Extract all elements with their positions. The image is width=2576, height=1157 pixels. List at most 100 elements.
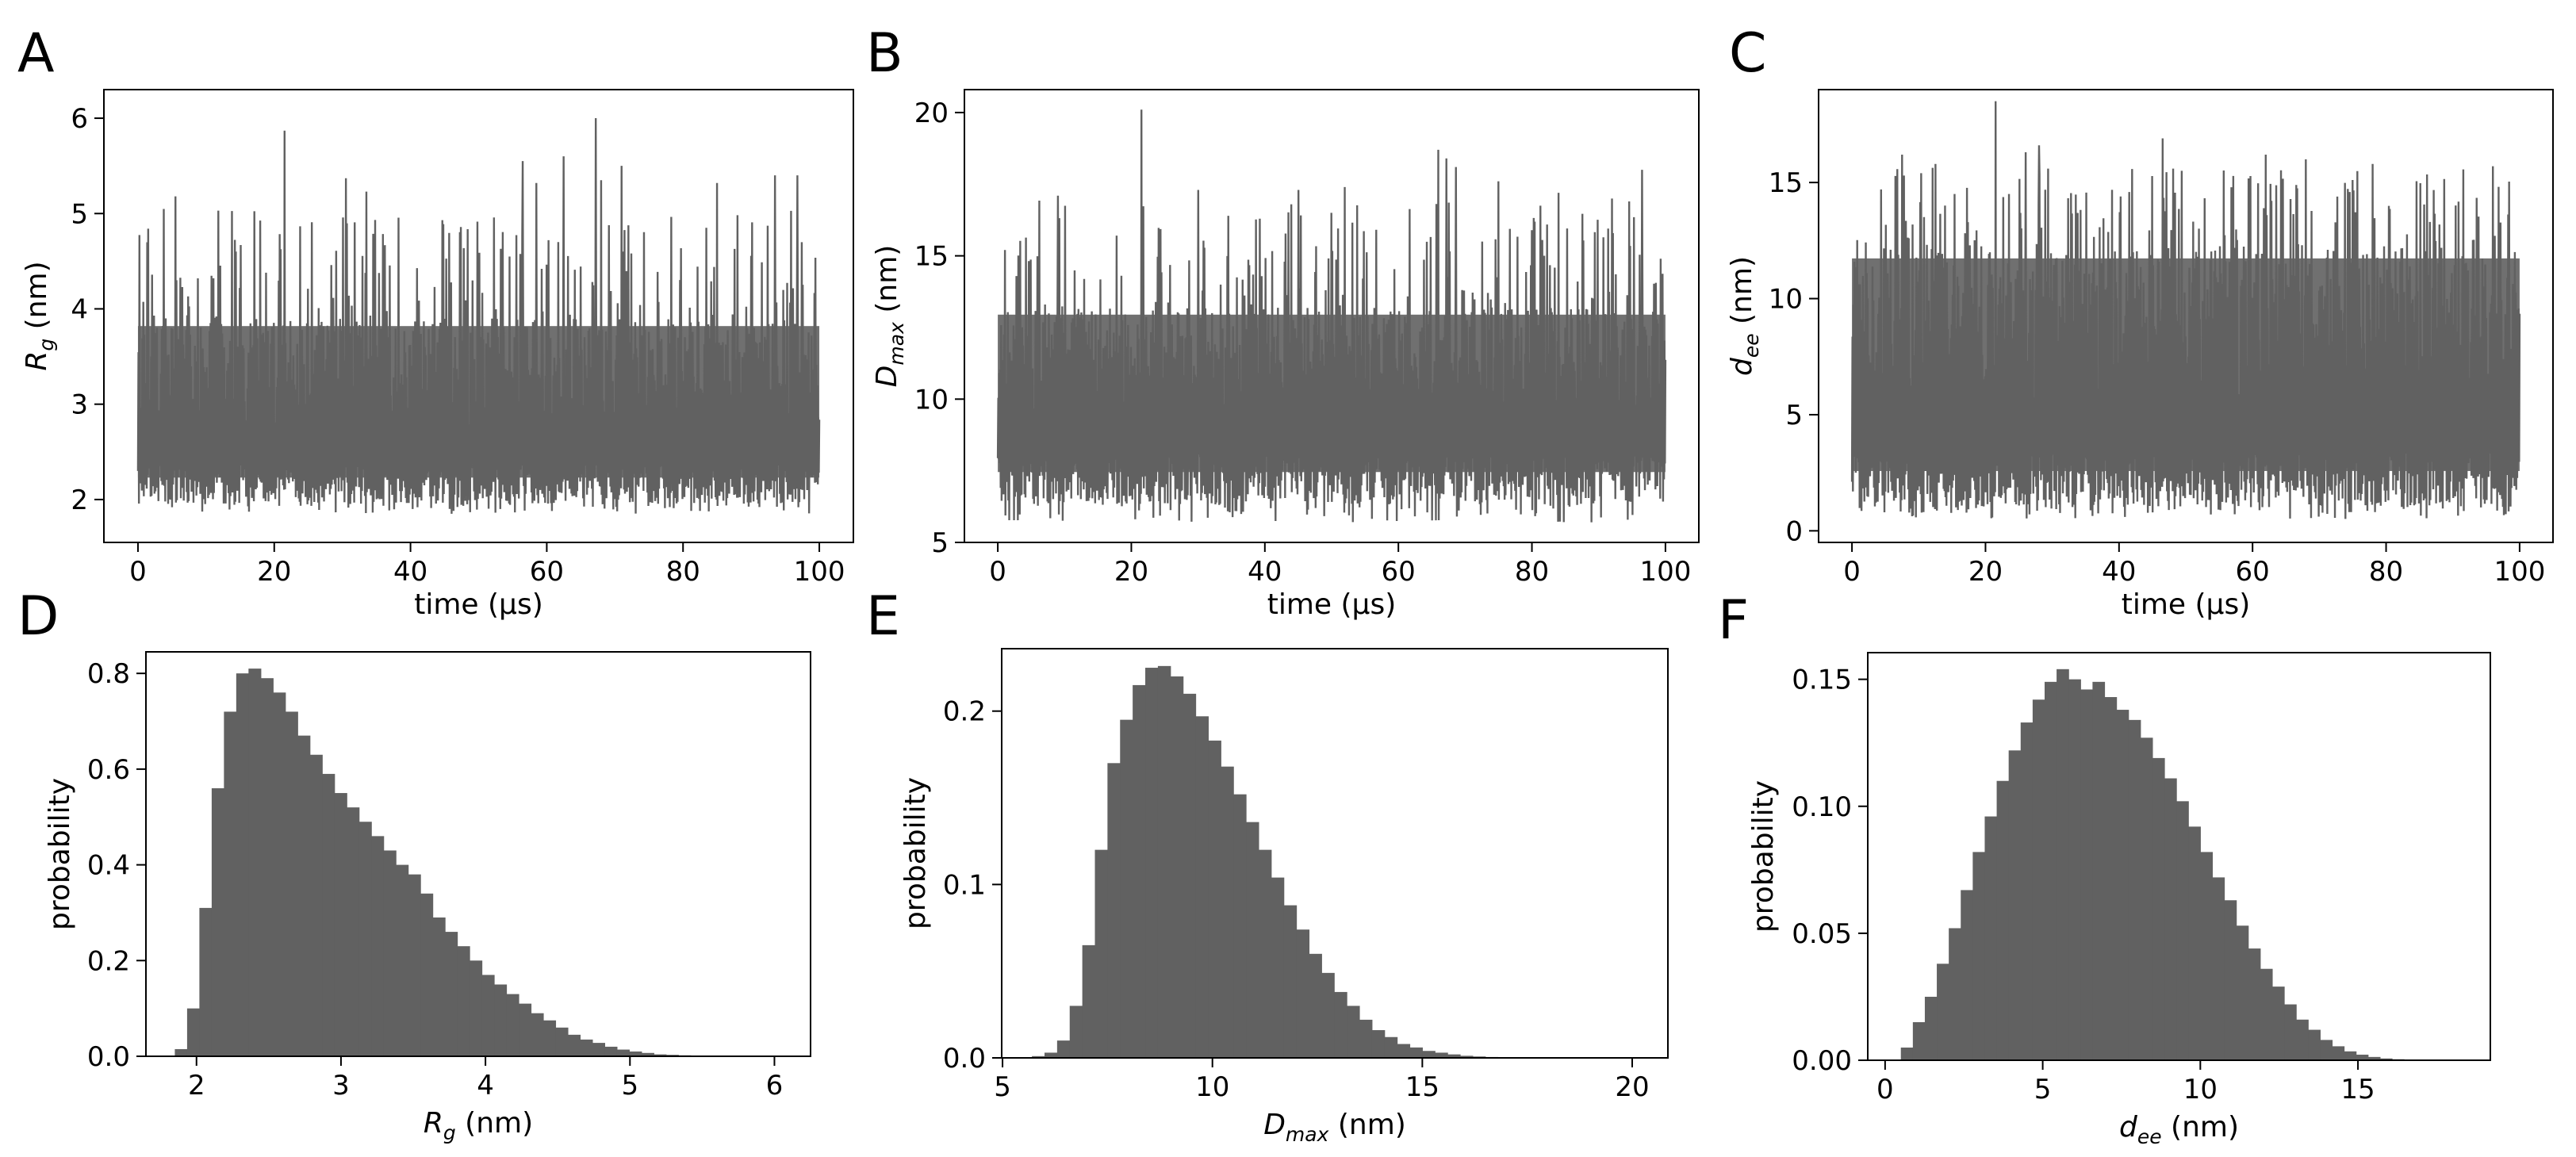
x-axis-label-a: time (µs) bbox=[414, 588, 543, 621]
panel-a: A 0 20 40 60 80 100 2 3 4 5 6 time (µs) Rg (nm) bbox=[17, 22, 854, 621]
hist-bar-d bbox=[616, 1049, 630, 1056]
hist-bar-d bbox=[604, 1046, 618, 1056]
x-tick-label: 60 bbox=[2236, 556, 2270, 588]
hist-bar-d bbox=[273, 692, 286, 1056]
axes-frame-a bbox=[103, 89, 854, 543]
x-tick-label: 10 bbox=[1195, 1071, 1229, 1103]
hist-bar-f bbox=[2116, 710, 2129, 1060]
y-tick-label: 0.10 bbox=[1792, 791, 1852, 823]
x-tick-label: 40 bbox=[393, 556, 427, 588]
hist-bar-d bbox=[420, 893, 434, 1056]
y-tick-label: 0 bbox=[1785, 515, 1803, 547]
x-tick-label: 6 bbox=[766, 1070, 784, 1101]
hist-bar-d bbox=[457, 946, 470, 1056]
hist-bar-f bbox=[2367, 1056, 2381, 1060]
hist-bar-e bbox=[1347, 1006, 1360, 1058]
y-tick-label: 0.4 bbox=[87, 850, 130, 882]
hist-bar-f bbox=[2332, 1046, 2345, 1060]
x-tick-label: 0 bbox=[1876, 1074, 1894, 1105]
panel-e: E 5 10 15 20 0.0 0.1 0.2 Dmax (nm) probability bbox=[866, 585, 1669, 1146]
panel-letter-c: C bbox=[1729, 22, 1766, 85]
hist-bar-d bbox=[408, 874, 421, 1056]
x-tick-label: 80 bbox=[666, 556, 700, 588]
hist-bar-e bbox=[1044, 1052, 1058, 1058]
hist-bar-e bbox=[1082, 944, 1096, 1058]
hist-bar-d bbox=[347, 807, 360, 1056]
x-tick-label: 4 bbox=[477, 1070, 494, 1101]
hist-bar-f bbox=[1912, 1021, 1926, 1060]
hist-bar-e bbox=[1296, 929, 1310, 1058]
x-tick-label: 20 bbox=[1615, 1071, 1649, 1103]
hist-bar-d bbox=[260, 678, 274, 1056]
panel-letter-d: D bbox=[17, 585, 59, 648]
x-tick-label: 2 bbox=[188, 1070, 205, 1101]
plot-area-c bbox=[1850, 101, 2521, 519]
hist-bar-f bbox=[2260, 968, 2273, 1060]
plot-area-f bbox=[1900, 669, 2405, 1060]
x-tick-label: 80 bbox=[2369, 556, 2403, 588]
hist-bar-e bbox=[1447, 1054, 1461, 1058]
hist-bar-f bbox=[2164, 778, 2177, 1060]
hist-bar-e bbox=[1157, 665, 1171, 1058]
hist-bar-d bbox=[186, 1008, 200, 1056]
hist-bar-e bbox=[1233, 794, 1247, 1058]
x-tick-label: 40 bbox=[1248, 556, 1282, 588]
y-tick-label: 15 bbox=[914, 241, 949, 273]
x-axis-label-d: Rg (nm) bbox=[424, 1107, 533, 1144]
hist-bar-d bbox=[629, 1051, 642, 1056]
hist-bar-d bbox=[248, 669, 262, 1056]
hist-bar-d bbox=[445, 932, 458, 1056]
hist-bar-e bbox=[1271, 877, 1285, 1058]
x-tick-label: 10 bbox=[2183, 1074, 2218, 1105]
hist-bar-d bbox=[555, 1027, 569, 1056]
x-axis-label-e: Dmax (nm) bbox=[1263, 1109, 1406, 1146]
hist-bar-f bbox=[2140, 737, 2153, 1060]
y-tick-label: 0.1 bbox=[943, 869, 986, 901]
x-tick-label: 40 bbox=[2102, 556, 2136, 588]
hist-bar-f bbox=[2020, 722, 2034, 1060]
hist-bar-e bbox=[1334, 991, 1347, 1058]
hist-bar-f bbox=[2344, 1051, 2357, 1060]
hist-bar-d bbox=[531, 1013, 544, 1056]
axes-frame-f bbox=[1867, 652, 2491, 1061]
hist-bar-d bbox=[432, 917, 446, 1056]
hist-bar-f bbox=[2212, 877, 2225, 1060]
hist-bar-e bbox=[1133, 684, 1146, 1058]
x-tick-label: 0 bbox=[989, 556, 1006, 588]
hist-bar-e bbox=[1422, 1051, 1436, 1058]
hist-bar-f bbox=[2008, 750, 2022, 1060]
hist-bar-e bbox=[1409, 1047, 1423, 1058]
hist-bar-e bbox=[1321, 972, 1335, 1058]
hist-bar-f bbox=[2248, 948, 2261, 1060]
hist-bar-e bbox=[1056, 1040, 1071, 1058]
y-tick-label: 10 bbox=[914, 384, 949, 416]
time-trace-c bbox=[1850, 101, 2521, 519]
hist-bar-d bbox=[654, 1054, 667, 1056]
x-tick-label: 20 bbox=[257, 556, 291, 588]
hist-bar-e bbox=[1397, 1044, 1411, 1058]
hist-bar-f bbox=[1949, 928, 1961, 1060]
hist-bar-f bbox=[2068, 679, 2081, 1060]
hist-bar-d bbox=[542, 1020, 557, 1056]
panel-letter-b: B bbox=[866, 22, 903, 85]
hist-bar-e bbox=[1246, 822, 1259, 1058]
hist-bar-d bbox=[506, 994, 519, 1056]
hist-bar-f bbox=[2057, 669, 2069, 1060]
y-axis-label-f: probability bbox=[1747, 780, 1780, 933]
hist-bar-d bbox=[224, 711, 237, 1056]
hist-bar-e bbox=[1094, 849, 1108, 1058]
hist-bar-f bbox=[2271, 987, 2285, 1060]
axes-frame-b bbox=[964, 89, 1700, 543]
y-tick-label: 4 bbox=[71, 293, 88, 325]
hist-bar-f bbox=[1961, 890, 1973, 1060]
time-trace-b bbox=[996, 109, 1667, 523]
hist-bar-e bbox=[1170, 676, 1184, 1058]
hist-bar-e bbox=[1371, 1030, 1386, 1058]
x-tick-label: 0 bbox=[1843, 556, 1861, 588]
axes-frame-e bbox=[1001, 648, 1669, 1059]
hist-bar-f bbox=[2379, 1058, 2393, 1060]
hist-bar-d bbox=[334, 793, 347, 1056]
x-tick-label: 5 bbox=[621, 1070, 638, 1101]
panel-f: F 0 5 10 15 0.00 0.05 0.10 0.15 dee (nm) probabili… bbox=[1718, 589, 2491, 1148]
hist-bar-d bbox=[470, 960, 483, 1056]
